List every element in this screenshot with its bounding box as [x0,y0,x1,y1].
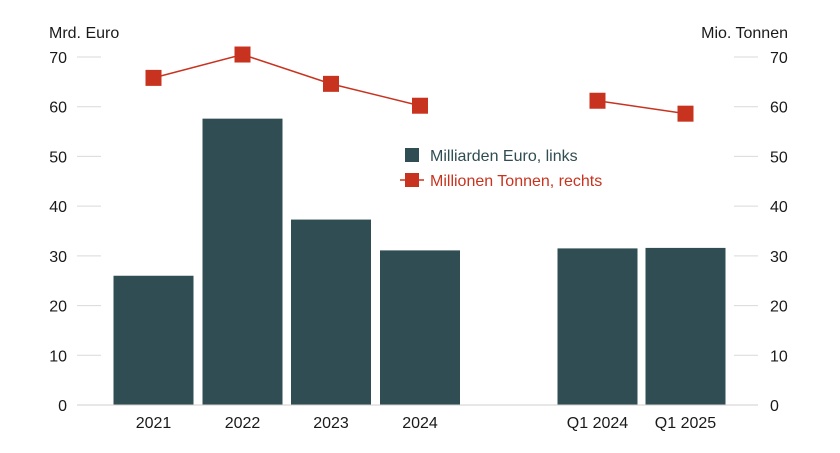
x-tick-label: 2022 [225,415,261,432]
x-tick-label: 2024 [402,415,438,432]
x-axis: 2021 2022 2023 2024 Q1 2024 Q1 2025 [136,415,717,432]
y-axis-right-title: Mio. Tonnen [701,25,788,42]
y-tick-right: 0 [770,398,779,415]
legend-line-label: Millionen Tonnen, rechts [430,173,602,190]
y-tick-right: 10 [770,348,788,365]
y-tick-right: 40 [770,199,788,216]
line-marker [234,46,251,63]
y-tick-left: 40 [49,199,67,216]
y-tick-left: 70 [49,50,67,67]
bar [113,275,194,405]
bar [291,219,371,405]
y-tick-right: 20 [770,299,788,316]
y-tick-left: 20 [49,299,67,316]
bar-series [77,118,758,406]
y-tick-left: 10 [49,348,67,365]
line-marker [145,69,162,86]
y-axis-left: 0 10 20 30 40 50 60 70 [49,50,67,415]
x-tick-label: 2023 [313,415,349,432]
bar [645,247,726,405]
y-tick-right: 70 [770,50,788,67]
legend: Milliarden Euro, links Millionen Tonnen,… [400,148,602,190]
x-tick-label: Q1 2024 [567,415,628,432]
y-tick-right: 50 [770,149,788,166]
legend-line-marker [405,173,419,187]
y-tick-right: 60 [770,100,788,117]
line-marker [412,97,428,114]
grid-lines-left [77,56,101,406]
y-tick-left: 60 [49,100,67,117]
line-marker [323,75,339,92]
x-tick-label: Q1 2025 [655,415,716,432]
y-axis-right: 0 10 20 30 40 50 60 70 [770,50,788,415]
line-segment [153,53,421,107]
bar [557,248,638,405]
y-tick-left: 0 [58,398,67,415]
y-axis-left-title: Mrd. Euro [49,25,119,42]
legend-bar-swatch [405,148,419,162]
bar [380,250,460,405]
bar [202,118,283,405]
y-tick-left: 30 [49,249,67,266]
legend-bar-label: Milliarden Euro, links [430,148,578,165]
x-tick-label: 2021 [136,415,172,432]
y-tick-right: 30 [770,249,788,266]
line-segment [597,100,686,115]
line-series [145,46,694,122]
line-marker [589,92,606,109]
grid-lines-right [734,56,758,406]
line-marker [677,105,694,122]
y-tick-left: 50 [49,149,67,166]
